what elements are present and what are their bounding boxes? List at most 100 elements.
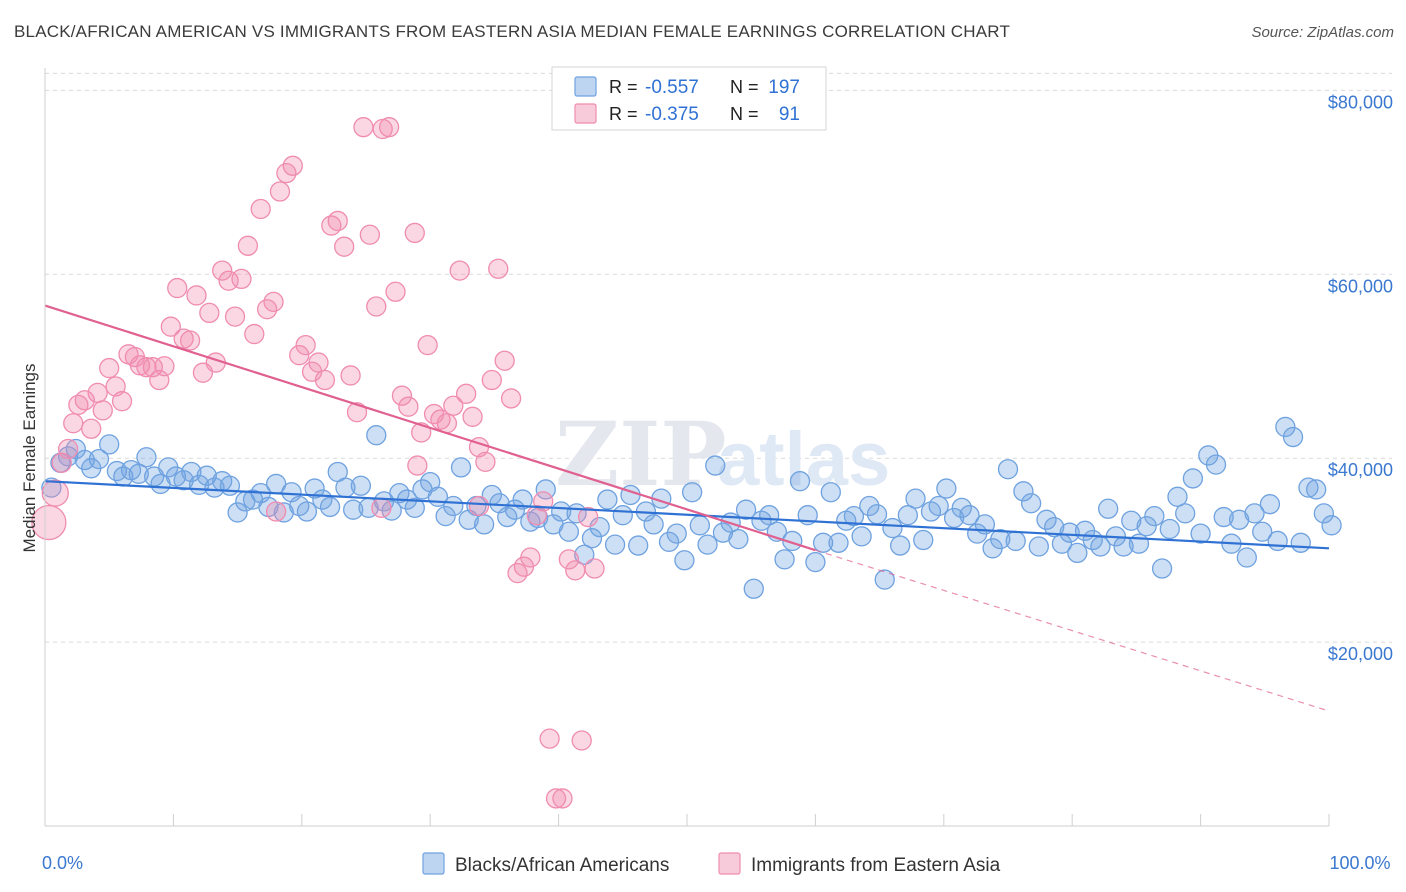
legend-r-label: R = (609, 77, 638, 97)
data-point (990, 528, 1011, 550)
data-point (1306, 479, 1327, 500)
data-point (774, 549, 795, 570)
legend-n-label: N = (730, 77, 759, 97)
data-point (443, 495, 464, 517)
data-point (1144, 505, 1165, 527)
data-point (250, 198, 271, 220)
data-point (1136, 516, 1157, 537)
data-point (936, 478, 957, 499)
data-point (1321, 515, 1342, 536)
legend: R = -0.557 N = 197 R = -0.375 N = 91 (551, 66, 827, 131)
data-point (160, 316, 181, 337)
data-point (449, 260, 470, 281)
data-point (1259, 494, 1281, 515)
data-point (689, 515, 710, 536)
data-point (997, 459, 1019, 480)
data-point (1182, 468, 1204, 489)
legend-swatch (574, 76, 597, 97)
data-point (789, 471, 811, 492)
data-point (913, 529, 934, 551)
data-point (697, 534, 718, 555)
data-point (218, 270, 239, 291)
data-point (1005, 530, 1026, 552)
data-point (658, 531, 680, 553)
data-point (475, 451, 496, 473)
bottom-legend-swatch (422, 852, 445, 875)
data-point (512, 489, 533, 510)
data-point (1252, 521, 1273, 542)
data-point (1282, 426, 1304, 448)
data-point (378, 117, 400, 138)
data-point (520, 547, 541, 568)
data-point (643, 514, 664, 535)
data-point (1275, 416, 1296, 438)
data-point (273, 502, 294, 523)
data-point (1028, 536, 1049, 557)
data-point (597, 489, 618, 510)
data-point (319, 496, 341, 518)
data-point (1244, 503, 1265, 524)
data-point (951, 497, 972, 518)
data-point (435, 505, 456, 527)
data-point (443, 395, 464, 416)
data-point (186, 285, 207, 306)
data-point (304, 478, 325, 499)
data-point (199, 302, 220, 324)
data-point (391, 385, 413, 406)
data-point (1036, 509, 1057, 530)
data-point (1020, 493, 1042, 514)
bottom-legend-label: Blacks/African Americans (455, 855, 669, 876)
data-point (404, 497, 425, 518)
data-point (128, 463, 149, 484)
chart-source: Source: ZipAtlas.com (1251, 24, 1394, 41)
data-point (212, 260, 233, 281)
data-point (565, 560, 586, 581)
data-point (398, 396, 419, 417)
data-point (350, 475, 372, 496)
data-point (99, 357, 120, 379)
data-point (154, 356, 175, 377)
data-point (558, 521, 580, 542)
data-point (88, 448, 110, 470)
data-point (87, 382, 108, 404)
data-point (500, 388, 522, 409)
data-point (314, 369, 336, 391)
legend-n-label: N = (730, 104, 759, 124)
data-point (1044, 517, 1065, 538)
legend-r-value: -0.557 (645, 77, 699, 98)
axes: $20,000 $40,000 $60,000 $80,000 0.0% 100.0% Me… (20, 68, 1393, 873)
data-point (334, 236, 355, 257)
legend-r-value: -0.375 (645, 104, 699, 125)
data-point (843, 505, 865, 527)
legend-r-label: R = (609, 104, 638, 124)
data-point (851, 526, 872, 547)
data-point (539, 728, 560, 749)
data-point (196, 465, 217, 486)
data-point (417, 334, 438, 356)
data-point (889, 535, 911, 556)
data-point (1205, 454, 1227, 475)
watermark-zip: ZIP (555, 402, 727, 506)
data-point (1167, 486, 1188, 507)
data-point (1159, 518, 1180, 540)
data-point (604, 534, 626, 555)
y-tick-label: $80,000 (1328, 92, 1393, 112)
data-point (269, 181, 291, 202)
data-point (674, 550, 695, 571)
data-point (1121, 510, 1142, 531)
data-point (343, 499, 364, 520)
data-point (41, 479, 69, 507)
data-point (244, 323, 265, 345)
data-point (551, 501, 572, 522)
data-point (666, 523, 687, 544)
data-point (263, 291, 284, 313)
data-point (828, 532, 849, 553)
data-point (481, 369, 502, 391)
data-point (136, 357, 157, 378)
data-point (289, 345, 310, 366)
data-point (407, 455, 428, 476)
data-point (866, 504, 888, 525)
grid-lines (45, 72, 1392, 643)
data-point (589, 517, 610, 538)
